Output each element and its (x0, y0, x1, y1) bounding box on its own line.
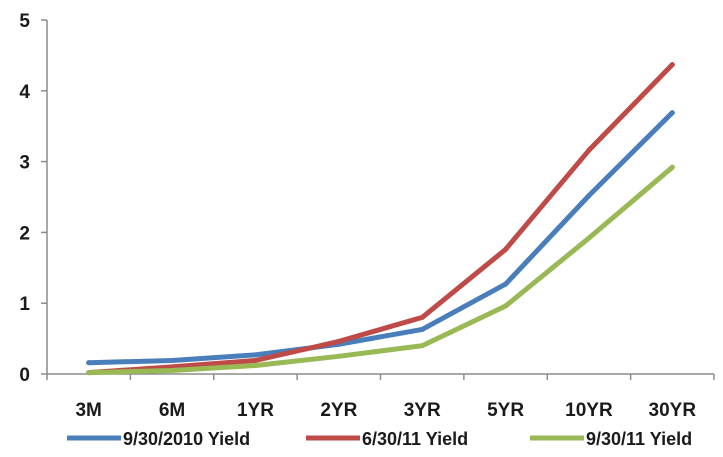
x-tick-label: 3M (75, 400, 101, 421)
data-point (86, 360, 92, 366)
x-tick-label: 10YR (565, 400, 613, 421)
data-point (669, 110, 675, 116)
data-point (669, 62, 675, 68)
y-tick-label: 2 (19, 223, 30, 244)
data-point (169, 358, 175, 364)
x-axis: 3M 6M 1YR 2YR 3YR 5YR 10YR 30YR (46, 373, 715, 421)
y-axis: 0 1 2 3 4 5 (19, 11, 48, 386)
x-tick-label: 6M (159, 400, 185, 421)
data-point (86, 370, 92, 376)
data-point (419, 326, 425, 332)
data-point (503, 246, 509, 252)
legend: 9/30/2010 Yield 6/30/11 Yield 9/30/11 Yiel… (67, 429, 692, 449)
y-tick-label: 0 (19, 365, 30, 386)
data-point (669, 164, 675, 170)
legend-label: 6/30/11 Yield (362, 429, 468, 449)
legend-item: 6/30/11 Yield (306, 429, 468, 449)
data-point (503, 303, 509, 309)
data-point (419, 343, 425, 349)
x-tick-label: 3YR (404, 400, 441, 421)
y-tick-label: 1 (19, 294, 30, 315)
data-point (336, 353, 342, 359)
data-point (586, 193, 592, 199)
data-point (252, 363, 258, 369)
data-point (252, 358, 258, 364)
data-point (252, 352, 258, 358)
series-line (86, 110, 675, 366)
data-point (419, 314, 425, 320)
x-tick-label: 2YR (320, 400, 357, 421)
legend-item: 9/30/11 Yield (530, 429, 692, 449)
data-point (586, 235, 592, 241)
legend-item: 9/30/2010 Yield (67, 429, 250, 449)
y-tick-label: 4 (19, 82, 30, 103)
x-tick-label: 30YR (649, 400, 697, 421)
series-lines (86, 62, 675, 376)
legend-label: 9/30/11 Yield (586, 429, 692, 449)
x-tick-label: 5YR (487, 400, 524, 421)
series-line (86, 62, 675, 376)
data-point (503, 281, 509, 287)
data-point (336, 338, 342, 344)
data-point (586, 147, 592, 153)
legend-label: 9/30/2010 Yield (123, 429, 250, 449)
y-tick-label: 3 (19, 153, 30, 174)
data-point (169, 367, 175, 373)
x-tick-label: 1YR (237, 400, 274, 421)
y-tick-label: 5 (19, 11, 30, 32)
series-line (86, 164, 675, 376)
